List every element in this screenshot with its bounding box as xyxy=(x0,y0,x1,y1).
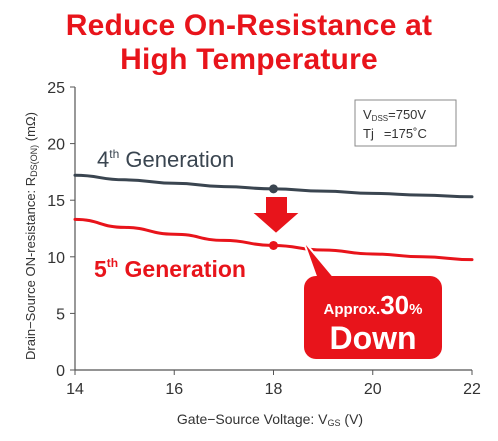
y-tick-label: 10 xyxy=(47,250,65,267)
series-label-4th-generation: 4th Generation xyxy=(97,147,234,172)
y-tick-label: 5 xyxy=(56,306,65,323)
reduction-callout: Approx.30% Down xyxy=(302,239,442,359)
x-tick-label: 22 xyxy=(463,381,481,398)
chart-title-line-2: High Temperature xyxy=(120,43,378,76)
x-tick-label: 20 xyxy=(364,381,382,398)
y-tick-label: 0 xyxy=(56,363,65,380)
x-tick-label: 18 xyxy=(265,381,283,398)
x-tick-label: 16 xyxy=(165,381,183,398)
down-arrow-icon xyxy=(248,195,304,236)
y-tick-label: 20 xyxy=(47,137,65,154)
chart-title-line-1: Reduce On-Resistance at xyxy=(65,9,433,42)
axes: 0 5 10 15 20 25 14 16 18 20 22 xyxy=(47,80,481,398)
x-tick-label: 14 xyxy=(66,381,84,398)
conditions-box: VDSS=750V Tj =175˚C xyxy=(354,99,457,147)
y-tick-label: 25 xyxy=(47,80,65,97)
series-layer xyxy=(73,173,474,262)
vdss-label: VDSS=750V xyxy=(363,107,426,123)
x-axis-title: Gate−Source Voltage: VGS (V) xyxy=(176,411,364,428)
marker-4th-generation-18v xyxy=(269,184,278,194)
y-tick-label: 15 xyxy=(47,193,65,210)
series-label-5th-generation: 5th Generation xyxy=(94,256,246,282)
callout-percentage: Approx.30% xyxy=(324,290,423,320)
marker-5th-generation-18v xyxy=(269,240,278,250)
y-axis-title: Drain−Source ON-resistance: RDS(ON) (mΩ) xyxy=(23,112,39,360)
tj-label: Tj =175˚C xyxy=(363,126,427,141)
callout-down: Down xyxy=(329,320,416,356)
